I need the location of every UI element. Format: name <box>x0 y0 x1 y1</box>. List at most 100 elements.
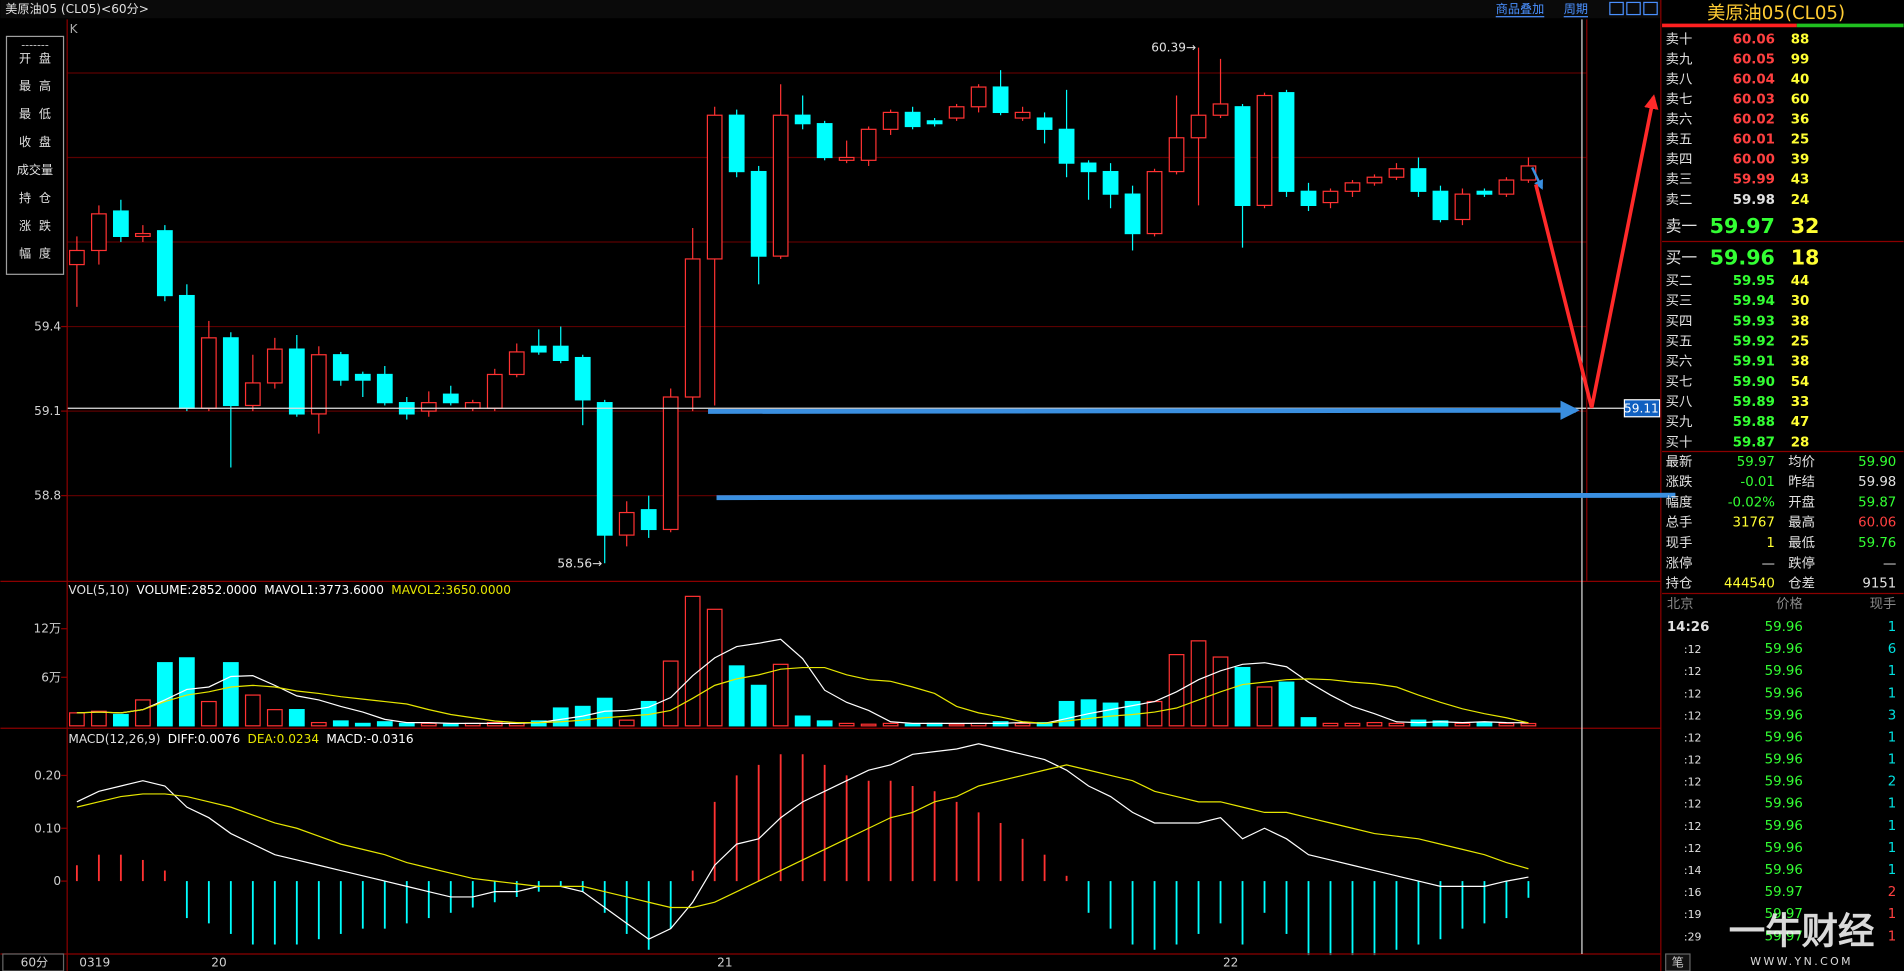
candle-body <box>1256 94 1273 207</box>
ma-line <box>76 638 1529 725</box>
candle-body <box>574 356 591 401</box>
y-tick-label: 0 <box>53 874 61 888</box>
book-title: 美原油05(CL05) <box>1707 3 1845 24</box>
tick-time: :12 <box>1684 643 1702 656</box>
level-volume: 32 <box>1791 214 1820 238</box>
tick-volume: 1 <box>1888 686 1897 701</box>
legend-item: DIFF:0.0076 <box>168 732 240 746</box>
level-price: 59.88 <box>1733 415 1775 430</box>
tick-price: 59.96 <box>1765 841 1803 856</box>
candle-body <box>948 106 965 119</box>
info-title: ------- <box>21 38 49 51</box>
tick-price: 59.96 <box>1765 819 1803 834</box>
level-label: 卖十 <box>1666 32 1693 48</box>
level-volume: 88 <box>1791 33 1810 48</box>
candle-body <box>860 128 877 161</box>
candle-body <box>1036 117 1053 130</box>
level-volume: 24 <box>1791 193 1810 208</box>
level-price: 59.90 <box>1733 375 1775 390</box>
level-volume: 43 <box>1791 173 1810 188</box>
level-price: 59.87 <box>1733 435 1775 450</box>
tick-time: :16 <box>1684 886 1702 899</box>
title-bar <box>0 0 1661 19</box>
y-tick-label: 6万 <box>41 670 61 684</box>
candle-body <box>288 348 305 415</box>
candle-body <box>706 114 723 260</box>
volume-bar <box>332 720 349 727</box>
stat-label: 昨结 <box>1788 474 1815 490</box>
volume-bar <box>376 721 393 727</box>
stat-label: 最高 <box>1788 514 1815 531</box>
tick-volume: 1 <box>1888 929 1897 944</box>
candle-body <box>1146 170 1163 235</box>
volume-bar <box>486 721 503 727</box>
volume-bar <box>1322 722 1339 727</box>
level-label: 买六 <box>1666 354 1693 370</box>
legend-item: VOLUME:2852.0000 <box>137 583 257 597</box>
candle-body <box>1080 162 1097 173</box>
level-price: 60.02 <box>1733 113 1775 128</box>
stat-value: 9151 <box>1862 577 1896 592</box>
stat-label: 跌停 <box>1788 554 1815 571</box>
period-tab[interactable] <box>2 953 65 971</box>
volume-bar <box>750 684 767 727</box>
candle-body <box>156 230 173 297</box>
volume-bar <box>354 722 371 727</box>
window-button[interactable] <box>1609 1 1624 16</box>
y-tick-label: 59.1 <box>34 404 61 418</box>
info-label: 持 仓 <box>19 190 51 205</box>
tick-volume: 1 <box>1888 797 1897 812</box>
volume-bar <box>1256 686 1273 727</box>
info-label: 涨 跌 <box>19 218 51 233</box>
level-price: 59.96 <box>1710 245 1775 269</box>
stat-value: 60.06 <box>1858 516 1896 531</box>
candle-body <box>1014 111 1031 119</box>
stat-label: 均价 <box>1788 454 1815 470</box>
tick-time: :12 <box>1684 709 1702 722</box>
window-button[interactable] <box>1643 1 1658 16</box>
info-label: 最 低 <box>19 107 51 121</box>
period-button[interactable]: 周期 <box>1564 2 1588 16</box>
candle-body <box>794 114 811 125</box>
candle-body <box>1212 103 1229 116</box>
stat-value: — <box>1883 556 1896 571</box>
candle-body <box>1410 168 1427 192</box>
candle-body <box>376 373 393 404</box>
volume-bar <box>244 694 261 727</box>
panel-title: VOL(5,10) <box>68 583 129 597</box>
stat-value: 444540 <box>1724 577 1775 592</box>
info-label: 开 盘 <box>19 50 51 65</box>
volume-bar <box>1278 681 1295 727</box>
tick-tab[interactable] <box>1665 953 1691 971</box>
blue-arrow <box>1531 166 1543 190</box>
level-volume: 47 <box>1791 415 1810 430</box>
level-volume: 44 <box>1791 274 1810 289</box>
stat-label: 涨跌 <box>1666 474 1693 490</box>
level-price: 60.06 <box>1733 33 1775 48</box>
window-title: 美原油05 (CL05)<60分> <box>5 2 149 16</box>
candle-body <box>68 249 85 266</box>
volume-bar <box>1366 721 1383 727</box>
candle-body <box>332 354 349 381</box>
level-label: 卖一 <box>1666 216 1698 235</box>
volume-bar <box>838 722 855 727</box>
volume-bar <box>1432 720 1449 727</box>
macd-line <box>76 764 1529 909</box>
tick-volume: 1 <box>1888 620 1897 635</box>
volume-bar <box>1014 722 1031 727</box>
level-volume: 25 <box>1791 133 1810 148</box>
tick-price: 59.96 <box>1765 753 1803 768</box>
tick-price: 59.97 <box>1765 907 1803 922</box>
candle-body <box>838 156 855 161</box>
tick-price: 59.96 <box>1765 620 1803 635</box>
candle-body <box>992 86 1009 114</box>
volume-bar <box>860 723 877 727</box>
legend-item: MAVOL2:3650.0000 <box>391 583 511 597</box>
tick-price: 59.97 <box>1765 929 1803 944</box>
level-volume: 60 <box>1791 93 1810 108</box>
overlay-button[interactable]: 商品叠加 <box>1496 1 1545 16</box>
level-volume: 28 <box>1791 435 1810 450</box>
tick-volume: 1 <box>1888 819 1897 834</box>
y-tick-label: 0.10 <box>34 821 61 835</box>
window-button[interactable] <box>1626 1 1641 16</box>
